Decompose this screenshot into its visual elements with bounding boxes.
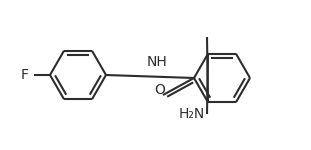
- Text: O: O: [155, 83, 165, 97]
- Text: NH: NH: [146, 55, 167, 69]
- Text: F: F: [21, 68, 29, 82]
- Text: H₂N: H₂N: [179, 107, 205, 121]
